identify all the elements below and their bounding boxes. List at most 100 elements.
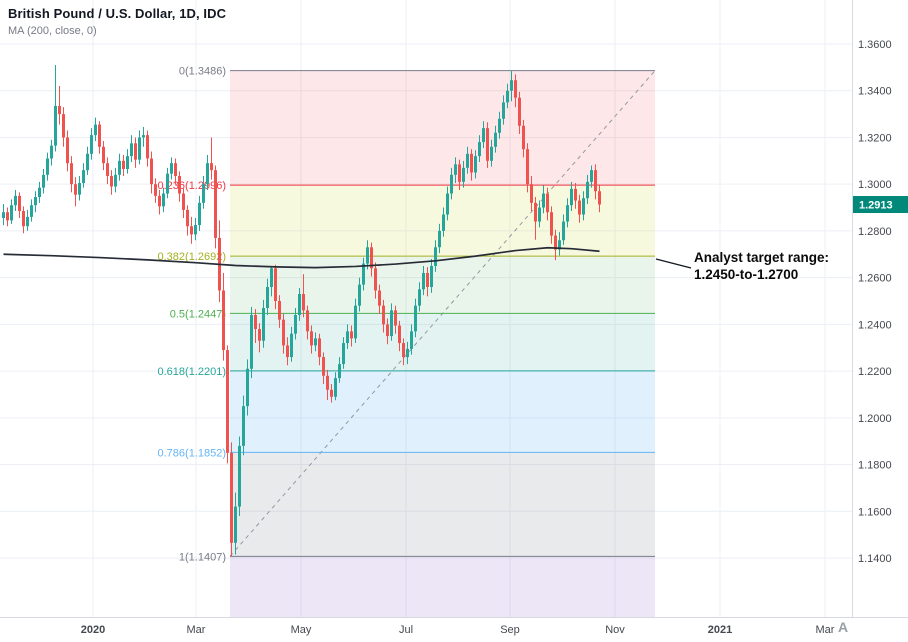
candle-body bbox=[346, 331, 349, 344]
time-axis-label[interactable]: May bbox=[291, 624, 312, 636]
candle-body bbox=[318, 338, 321, 358]
candle-body bbox=[206, 163, 209, 185]
price-axis-label[interactable]: 1.3000 bbox=[858, 179, 892, 191]
time-axis-label[interactable]: Mar bbox=[816, 624, 835, 636]
candle-body bbox=[386, 324, 389, 337]
candle-body bbox=[542, 193, 545, 208]
analyst-annotation: Analyst target range: 1.2450-to-1.2700 bbox=[694, 249, 829, 283]
fib-level-label: 1(1.1407) bbox=[179, 551, 226, 563]
candle-body bbox=[70, 163, 73, 185]
candle-body bbox=[242, 406, 245, 446]
candle-body bbox=[290, 333, 293, 358]
candle-body bbox=[134, 143, 137, 160]
candle-body bbox=[486, 128, 489, 161]
fib-band bbox=[230, 313, 655, 371]
candle-body bbox=[194, 225, 197, 235]
attribution-logo[interactable]: A bbox=[837, 619, 849, 635]
ma-200-line[interactable] bbox=[3, 246, 600, 269]
candle-body bbox=[142, 135, 145, 138]
candle-body bbox=[430, 265, 433, 287]
candle-body bbox=[210, 163, 213, 171]
candle-body bbox=[598, 191, 601, 205]
fib-level-label: 0.5(1.2447) bbox=[170, 308, 226, 320]
price-axis-label[interactable]: 1.2200 bbox=[858, 366, 892, 378]
candle-body bbox=[110, 176, 113, 187]
candle-body bbox=[398, 325, 401, 344]
price-axis-label[interactable]: 1.3400 bbox=[858, 86, 892, 98]
candle-body bbox=[50, 145, 53, 159]
candle-body bbox=[358, 284, 361, 306]
candle-body bbox=[410, 331, 413, 349]
last-price-badge bbox=[853, 196, 908, 214]
candle-body bbox=[30, 205, 33, 217]
price-axis-label[interactable]: 1.1400 bbox=[858, 553, 892, 565]
symbol-title[interactable]: British Pound / U.S. Dollar, 1D, IDC bbox=[8, 6, 227, 21]
time-axis-label[interactable]: 2020 bbox=[81, 624, 105, 636]
time-axis-label[interactable]: Jul bbox=[399, 624, 413, 636]
candle-body bbox=[162, 193, 165, 207]
candle-body bbox=[374, 268, 377, 291]
candle-body bbox=[390, 310, 393, 337]
candle-body bbox=[166, 173, 169, 194]
candle-body bbox=[330, 389, 333, 397]
time-axis-label[interactable]: Sep bbox=[500, 624, 520, 636]
candle-body bbox=[550, 212, 553, 236]
candle-body bbox=[238, 445, 241, 507]
price-axis-label[interactable]: 1.3600 bbox=[858, 39, 892, 51]
annotation-line1: Analyst target range: bbox=[694, 250, 830, 265]
price-axis-label[interactable]: 1.2000 bbox=[858, 413, 892, 425]
candle-body bbox=[562, 221, 565, 241]
candle-body bbox=[442, 214, 445, 231]
candle-body bbox=[262, 308, 265, 341]
candle-body bbox=[446, 193, 449, 215]
price-axis-label[interactable]: 1.1600 bbox=[858, 506, 892, 518]
candle-body bbox=[342, 343, 345, 365]
candle-body bbox=[554, 235, 557, 250]
time-axis-label[interactable]: Mar bbox=[187, 624, 206, 636]
candle-body bbox=[230, 452, 233, 543]
price-axis-label[interactable]: 1.2400 bbox=[858, 319, 892, 331]
candle-body bbox=[418, 289, 421, 306]
candle-body bbox=[590, 170, 593, 182]
indicator-legend[interactable]: MA (200, close, 0) bbox=[8, 25, 97, 37]
candle-body bbox=[534, 202, 537, 222]
candle-body bbox=[518, 97, 521, 126]
candle-body bbox=[334, 378, 337, 397]
candle-body bbox=[170, 163, 173, 174]
candle-body bbox=[490, 146, 493, 161]
candle-body bbox=[530, 184, 533, 203]
candle-body bbox=[586, 181, 589, 199]
candle-body bbox=[594, 170, 597, 192]
candle-body bbox=[250, 315, 253, 369]
candle-body bbox=[354, 305, 357, 339]
candle-body bbox=[182, 193, 185, 210]
candle-body bbox=[370, 247, 373, 269]
candle-body bbox=[310, 331, 313, 346]
candle-body bbox=[42, 174, 45, 188]
fib-level-label: 0.618(1.2201) bbox=[158, 366, 227, 378]
candle-body bbox=[422, 272, 425, 290]
candle-body bbox=[454, 164, 457, 175]
time-axis-label[interactable]: 2021 bbox=[708, 624, 732, 636]
candle-body bbox=[90, 135, 93, 154]
candle-body bbox=[54, 105, 57, 146]
price-axis-label[interactable]: 1.1800 bbox=[858, 460, 892, 472]
candle-body bbox=[254, 315, 257, 330]
fib-band bbox=[230, 556, 655, 618]
candle-body bbox=[450, 174, 453, 194]
candle-body bbox=[514, 80, 517, 98]
price-axis-label[interactable]: 1.3200 bbox=[858, 132, 892, 144]
candle-body bbox=[298, 293, 301, 316]
time-axis-label[interactable]: Nov bbox=[605, 624, 625, 636]
candle-body bbox=[226, 350, 229, 453]
candle-body bbox=[190, 226, 193, 235]
price-axis-label[interactable]: 1.2800 bbox=[858, 226, 892, 238]
price-axis-label[interactable]: 1.2600 bbox=[858, 273, 892, 285]
candle-body bbox=[470, 153, 473, 173]
candle-body bbox=[98, 124, 101, 147]
candle-body bbox=[510, 80, 513, 91]
fib-band bbox=[230, 70, 655, 186]
candle-body bbox=[506, 90, 509, 103]
candle-body bbox=[426, 272, 429, 287]
